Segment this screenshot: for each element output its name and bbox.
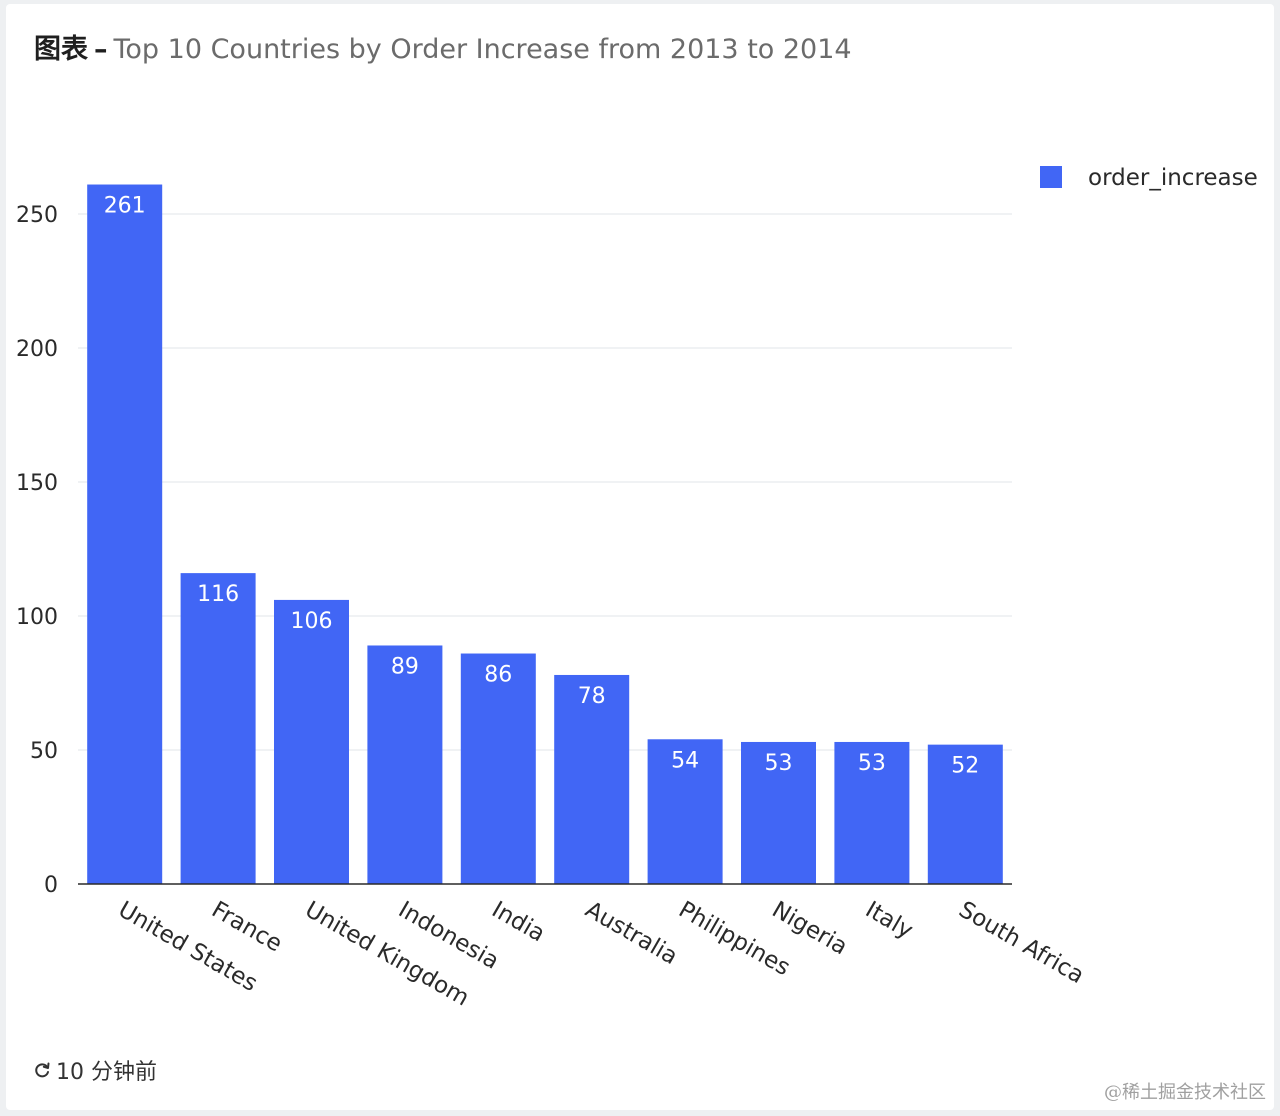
value-label-indonesia: 89 (391, 654, 419, 679)
bar-italy[interactable] (834, 741, 910, 884)
refresh-icon[interactable] (32, 1060, 52, 1080)
chart-title: Top 10 Countries by Order Increase from … (113, 34, 852, 65)
y-tick-label-150: 150 (16, 471, 58, 496)
watermark: @稀土掘金技术社区 (1104, 1082, 1266, 1103)
y-tick-label-250: 250 (16, 203, 58, 228)
value-label-india: 86 (484, 663, 512, 688)
bar-south-africa[interactable] (927, 744, 1003, 884)
x-tick-label-india: India (487, 897, 549, 948)
bar-united-kingdom[interactable] (274, 599, 349, 884)
bar-philippines[interactable] (647, 739, 723, 884)
value-label-italy: 53 (858, 751, 886, 776)
value-label-philippines: 54 (671, 748, 699, 773)
value-label-australia: 78 (578, 684, 606, 709)
y-tick-label-200: 200 (16, 337, 58, 362)
bar-australia[interactable] (554, 674, 630, 884)
header-dash: – (94, 34, 108, 65)
bar-france[interactable] (180, 573, 256, 884)
header-prefix: 图表 (34, 34, 88, 65)
value-label-france: 116 (197, 582, 239, 607)
value-label-south-africa: 52 (951, 754, 979, 779)
x-tick-label-south-africa: South Africa (954, 897, 1088, 989)
refresh-time-label: 10 分钟前 (56, 1060, 157, 1085)
value-label-nigeria: 53 (765, 751, 793, 776)
chart-card: 图表 – Top 10 Countries by Order Increase fr… (6, 4, 1274, 1110)
x-tick-label-france: France (207, 897, 286, 958)
bar-indonesia[interactable] (367, 645, 443, 884)
x-tick-label-australia: Australia (581, 897, 682, 970)
bar-united-states[interactable] (87, 184, 163, 884)
value-label-united-kingdom: 106 (291, 609, 333, 634)
chart-header: 图表 – Top 10 Countries by Order Increase fr… (34, 32, 852, 68)
bar-nigeria[interactable] (741, 741, 816, 884)
legend-swatch[interactable] (1040, 166, 1062, 188)
refresh-status[interactable]: 10 分钟前 (32, 1054, 157, 1086)
y-tick-label-50: 50 (30, 739, 58, 764)
x-tick-label-united-kingdom: United Kingdom (301, 897, 474, 1012)
bar-india[interactable] (460, 653, 536, 884)
x-tick-label-italy: Italy (861, 897, 917, 944)
y-tick-label-0: 0 (44, 873, 58, 898)
y-tick-label-100: 100 (16, 605, 58, 630)
legend-label[interactable]: order_increase (1088, 165, 1258, 191)
value-label-united-states: 261 (104, 194, 146, 219)
